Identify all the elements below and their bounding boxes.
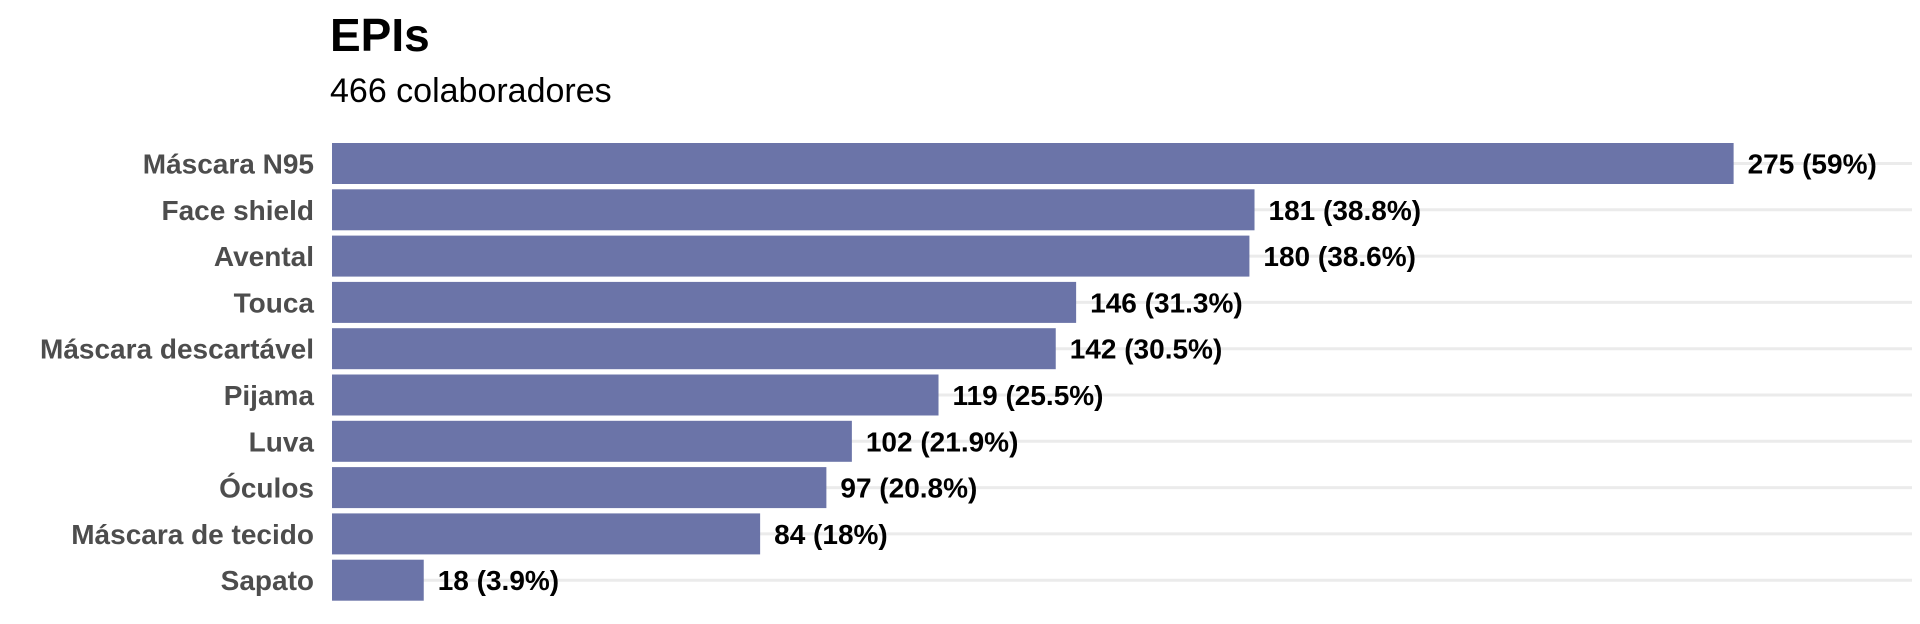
value-label: 102 (21.9%) [866,426,1019,457]
chart-subtitle: 466 colaboradores [330,72,612,110]
category-label: Avental [214,241,314,272]
bar [332,281,1077,323]
bar [332,235,1250,277]
bar [332,467,827,509]
value-labels: 275 (59%) 181 (38.8%) 180 (38.6%) 146 (31.3… [438,149,1877,597]
category-label: Face shield [161,195,314,226]
value-label: 146 (31.3%) [1090,287,1243,318]
bar [332,189,1255,231]
value-label: 180 (38.6%) [1263,241,1416,272]
value-label: 18 (3.9%) [438,565,559,596]
category-labels: Máscara N95 Face shield Avental Touca Máscar… [40,149,314,597]
bar [332,328,1056,370]
category-label: Máscara descartável [40,334,314,365]
value-label: 142 (30.5%) [1070,334,1223,365]
bar [332,559,424,601]
bar [332,374,939,416]
category-label: Pijama [224,380,315,411]
category-label: Touca [234,287,315,318]
bars [332,143,1734,601]
category-label: Luva [249,426,315,457]
value-label: 84 (18%) [774,519,888,550]
value-label: 97 (20.8%) [840,473,977,504]
chart-title: EPIs [330,9,430,61]
value-label: 119 (25.5%) [953,380,1104,411]
category-label: Óculos [219,473,314,504]
bar [332,420,852,462]
category-label: Sapato [221,565,314,596]
value-label: 181 (38.8%) [1269,195,1422,226]
bar [332,143,1734,184]
bar [332,513,761,555]
category-label: Máscara de tecido [71,519,314,550]
value-label: 275 (59%) [1748,149,1877,180]
category-label: Máscara N95 [143,149,314,180]
